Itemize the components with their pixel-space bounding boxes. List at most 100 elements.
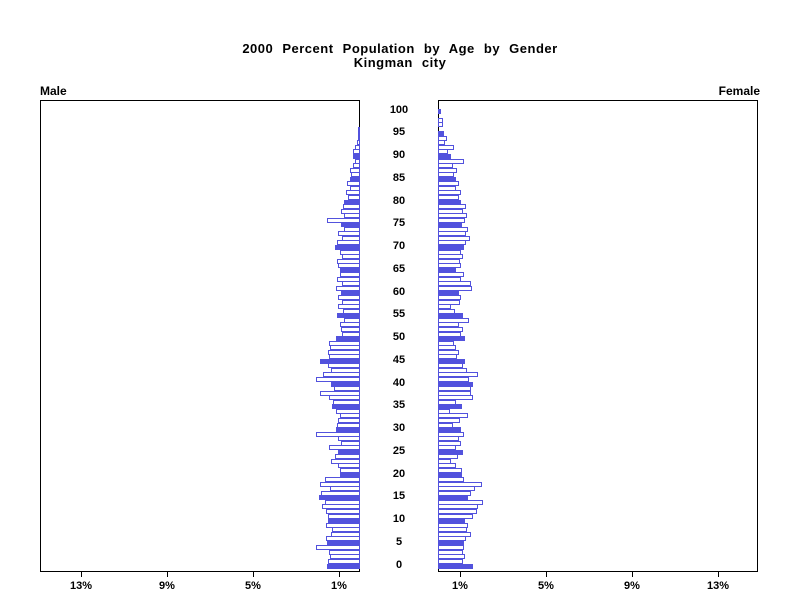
age-tick-label-25: 25	[392, 444, 406, 457]
female-bar-age-77	[438, 213, 467, 219]
female-bar-age-2	[438, 554, 465, 560]
male-pct-tick-13%	[81, 572, 82, 577]
female-bar-age-70	[438, 245, 464, 250]
male-bar-age-69	[340, 249, 360, 255]
male-pct-tick-1%	[339, 572, 340, 577]
age-tick-label-90: 90	[392, 149, 406, 161]
age-tick-label-85: 85	[392, 171, 406, 184]
female-bar-age-3	[438, 549, 463, 555]
female-bar-age-73	[438, 231, 466, 237]
male-pct-tick-5%	[253, 572, 254, 577]
male-bar-age-36	[333, 399, 360, 405]
age-tick-label-30: 30	[392, 422, 406, 434]
female-bar-age-16	[438, 490, 471, 496]
female-bar-age-21	[438, 467, 462, 473]
age-tick-label-75: 75	[392, 217, 406, 230]
female-bar-age-62	[438, 281, 471, 287]
male-bar-age-53	[340, 322, 360, 328]
male-bar-age-10	[328, 518, 360, 523]
female-bar-age-50	[438, 336, 465, 341]
female-bar-age-1	[438, 559, 463, 564]
male-bar-age-59	[338, 295, 360, 301]
female-bar-age-6	[438, 536, 466, 542]
male-bar-age-89	[355, 158, 360, 164]
male-bar-age-74	[344, 226, 360, 232]
male-bar-age-42	[323, 372, 360, 378]
male-bar-age-73	[338, 231, 360, 237]
age-tick-label-5: 5	[395, 535, 403, 548]
male-bar-age-64	[340, 272, 360, 278]
male-pct-tick-9%	[167, 572, 168, 577]
male-bar-age-55	[337, 313, 360, 319]
male-bar-age-2	[330, 554, 360, 560]
age-tick-label-65: 65	[392, 262, 406, 275]
male-bar-age-95	[358, 131, 360, 137]
male-bar-age-30	[336, 427, 360, 432]
female-bar-age-68	[438, 254, 463, 260]
male-bar-age-35	[332, 404, 360, 410]
male-bar-age-15	[319, 495, 360, 501]
female-bar-age-43	[438, 367, 467, 373]
male-bar-age-96	[358, 126, 360, 132]
female-bar-age-80	[438, 199, 461, 205]
male-bar-age-88	[353, 163, 360, 169]
male-bar-age-75	[341, 222, 360, 228]
female-bar-age-87	[438, 167, 457, 173]
female-bar-age-49	[438, 340, 454, 346]
female-bar-age-18	[438, 481, 482, 487]
female-bar-age-94	[438, 135, 447, 141]
male-bar-age-83	[350, 185, 360, 191]
age-tick-label-55: 55	[392, 308, 406, 321]
female-bar-age-53	[438, 322, 459, 328]
female-bar-age-72	[438, 235, 470, 241]
female-pct-tick-label-9%: 9%	[624, 580, 640, 592]
male-bar-age-34	[336, 408, 360, 414]
male-bar-age-54	[344, 317, 360, 323]
female-bar-age-28	[438, 436, 459, 442]
male-bar-age-11	[328, 513, 360, 519]
age-tick-label-15: 15	[392, 490, 406, 503]
female-bar-age-40	[438, 381, 473, 387]
female-bar-age-10	[438, 518, 465, 523]
male-bar-age-68	[342, 254, 360, 260]
male-bar-age-67	[337, 258, 360, 264]
age-tick-label-45: 45	[392, 353, 406, 366]
female-bar-age-81	[438, 194, 459, 200]
male-bar-age-46	[329, 354, 360, 360]
male-bar-age-48	[330, 345, 360, 351]
female-pct-tick-1%	[460, 572, 461, 577]
female-bar-age-93	[438, 140, 445, 146]
female-bar-age-45	[438, 358, 465, 364]
male-bar-age-61	[336, 285, 360, 291]
age-tick-label-50: 50	[392, 331, 406, 343]
male-bar-age-58	[342, 299, 360, 305]
age-tick-label-70: 70	[392, 240, 406, 252]
male-bar-age-91	[353, 149, 360, 155]
female-bar-age-83	[438, 185, 456, 191]
female-bar-age-55	[438, 313, 463, 319]
age-tick-label-40: 40	[392, 376, 406, 389]
female-bar-age-48	[438, 345, 456, 351]
male-bar-age-80	[344, 199, 360, 205]
female-bar-age-71	[438, 240, 466, 246]
male-bar-age-70	[335, 245, 360, 250]
female-bar-age-36	[438, 399, 456, 405]
female-bar-age-20	[438, 472, 462, 478]
male-bar-age-43	[331, 367, 360, 373]
male-bar-age-13	[322, 504, 360, 510]
male-bar-age-26	[329, 445, 360, 451]
male-bar-age-87	[350, 167, 360, 173]
female-bar-age-100	[438, 108, 441, 114]
female-bar-age-42	[438, 372, 478, 378]
male-bar-age-71	[337, 240, 360, 246]
female-bar-age-60	[438, 290, 459, 296]
male-bar-age-51	[342, 331, 360, 337]
male-pct-tick-label-9%: 9%	[159, 580, 175, 592]
male-bar-age-4	[316, 545, 360, 551]
male-bar-age-6	[326, 536, 360, 542]
female-bar-age-31	[438, 422, 453, 428]
female-bar-age-44	[438, 363, 463, 369]
female-bar-age-92	[438, 144, 454, 150]
female-bar-age-38	[438, 390, 471, 396]
female-bar-age-5	[438, 540, 464, 546]
